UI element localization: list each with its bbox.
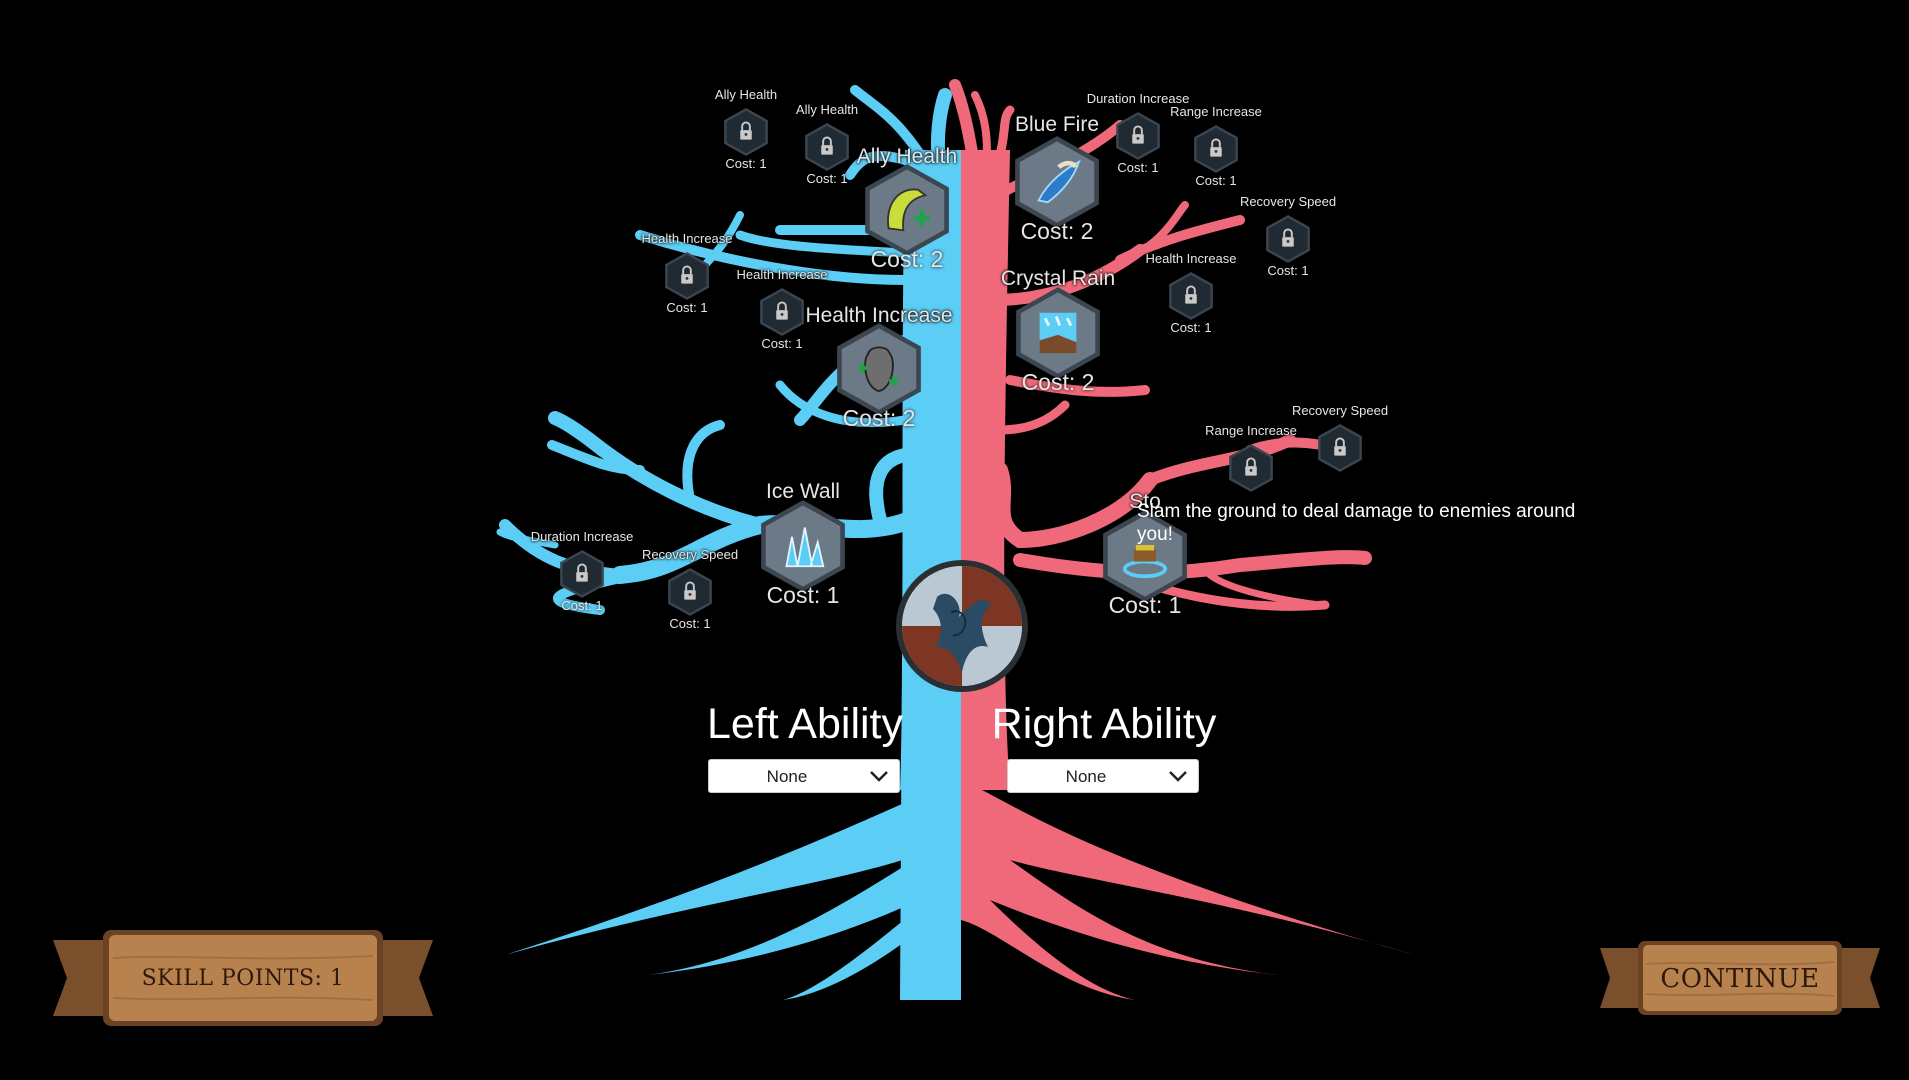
skill-points-panel: SKILL POINTS: 1 <box>53 928 433 1028</box>
locked-skill-node[interactable] <box>1227 444 1275 492</box>
wood-plank-graphic <box>53 930 433 1026</box>
crystal-rain-icon <box>1039 312 1077 354</box>
chevron-down-icon <box>1169 771 1187 782</box>
skill-node[interactable] <box>1011 136 1103 228</box>
right-ability-selected: None <box>1065 767 1107 786</box>
locked-skill-node[interactable] <box>1167 272 1215 320</box>
left-ability-selected: None <box>766 767 808 786</box>
lock-icon <box>1210 138 1222 157</box>
blue-fire-icon <box>1037 159 1081 204</box>
wood-plank-graphic <box>1600 941 1880 1015</box>
locked-skill-node[interactable] <box>722 108 770 156</box>
skill-points-label: SKILL POINTS: 1 <box>141 966 345 991</box>
lock-icon <box>1282 228 1294 247</box>
lock-icon <box>576 563 588 582</box>
continue-button[interactable]: CONTINUE <box>1600 940 1880 1016</box>
lock-icon <box>1245 457 1257 476</box>
skill-node[interactable] <box>1099 510 1191 602</box>
center-emblem <box>893 557 1031 695</box>
chevron-down-icon <box>870 771 888 782</box>
skill-node[interactable] <box>861 164 953 256</box>
locked-skill-node[interactable] <box>1264 215 1312 263</box>
right-ability-title: Right Ability <box>991 700 1217 748</box>
skill-node[interactable] <box>1012 287 1104 379</box>
left-ability-title: Left Ability <box>707 700 903 748</box>
lock-icon <box>821 136 833 155</box>
locked-skill-node[interactable] <box>663 252 711 300</box>
lock-icon <box>684 581 696 600</box>
locked-skill-node[interactable] <box>666 568 714 616</box>
locked-skill-node[interactable] <box>758 288 806 336</box>
lock-icon <box>740 121 752 140</box>
locked-skill-node[interactable] <box>1114 112 1162 160</box>
locked-skill-node[interactable] <box>803 123 851 171</box>
ice-wall-icon <box>785 527 825 568</box>
right-tree-half <box>949 79 1415 1000</box>
lock-icon <box>1334 437 1346 456</box>
continue-label: CONTINUE <box>1660 964 1820 994</box>
stomp-icon <box>1122 544 1168 579</box>
lock-icon <box>776 301 788 320</box>
locked-skill-node[interactable] <box>1192 125 1240 173</box>
locked-skill-node[interactable] <box>1316 424 1364 472</box>
skill-node[interactable] <box>833 323 925 415</box>
right-ability-dropdown[interactable]: None <box>1007 759 1199 793</box>
ally-health-icon <box>887 188 930 232</box>
skill-node[interactable] <box>757 500 849 592</box>
lock-icon <box>1185 285 1197 304</box>
locked-skill-node[interactable] <box>558 550 606 598</box>
left-ability-dropdown[interactable]: None <box>708 759 900 793</box>
health-increase-icon <box>857 346 899 393</box>
lock-icon <box>681 265 693 284</box>
lock-icon <box>1132 125 1144 144</box>
